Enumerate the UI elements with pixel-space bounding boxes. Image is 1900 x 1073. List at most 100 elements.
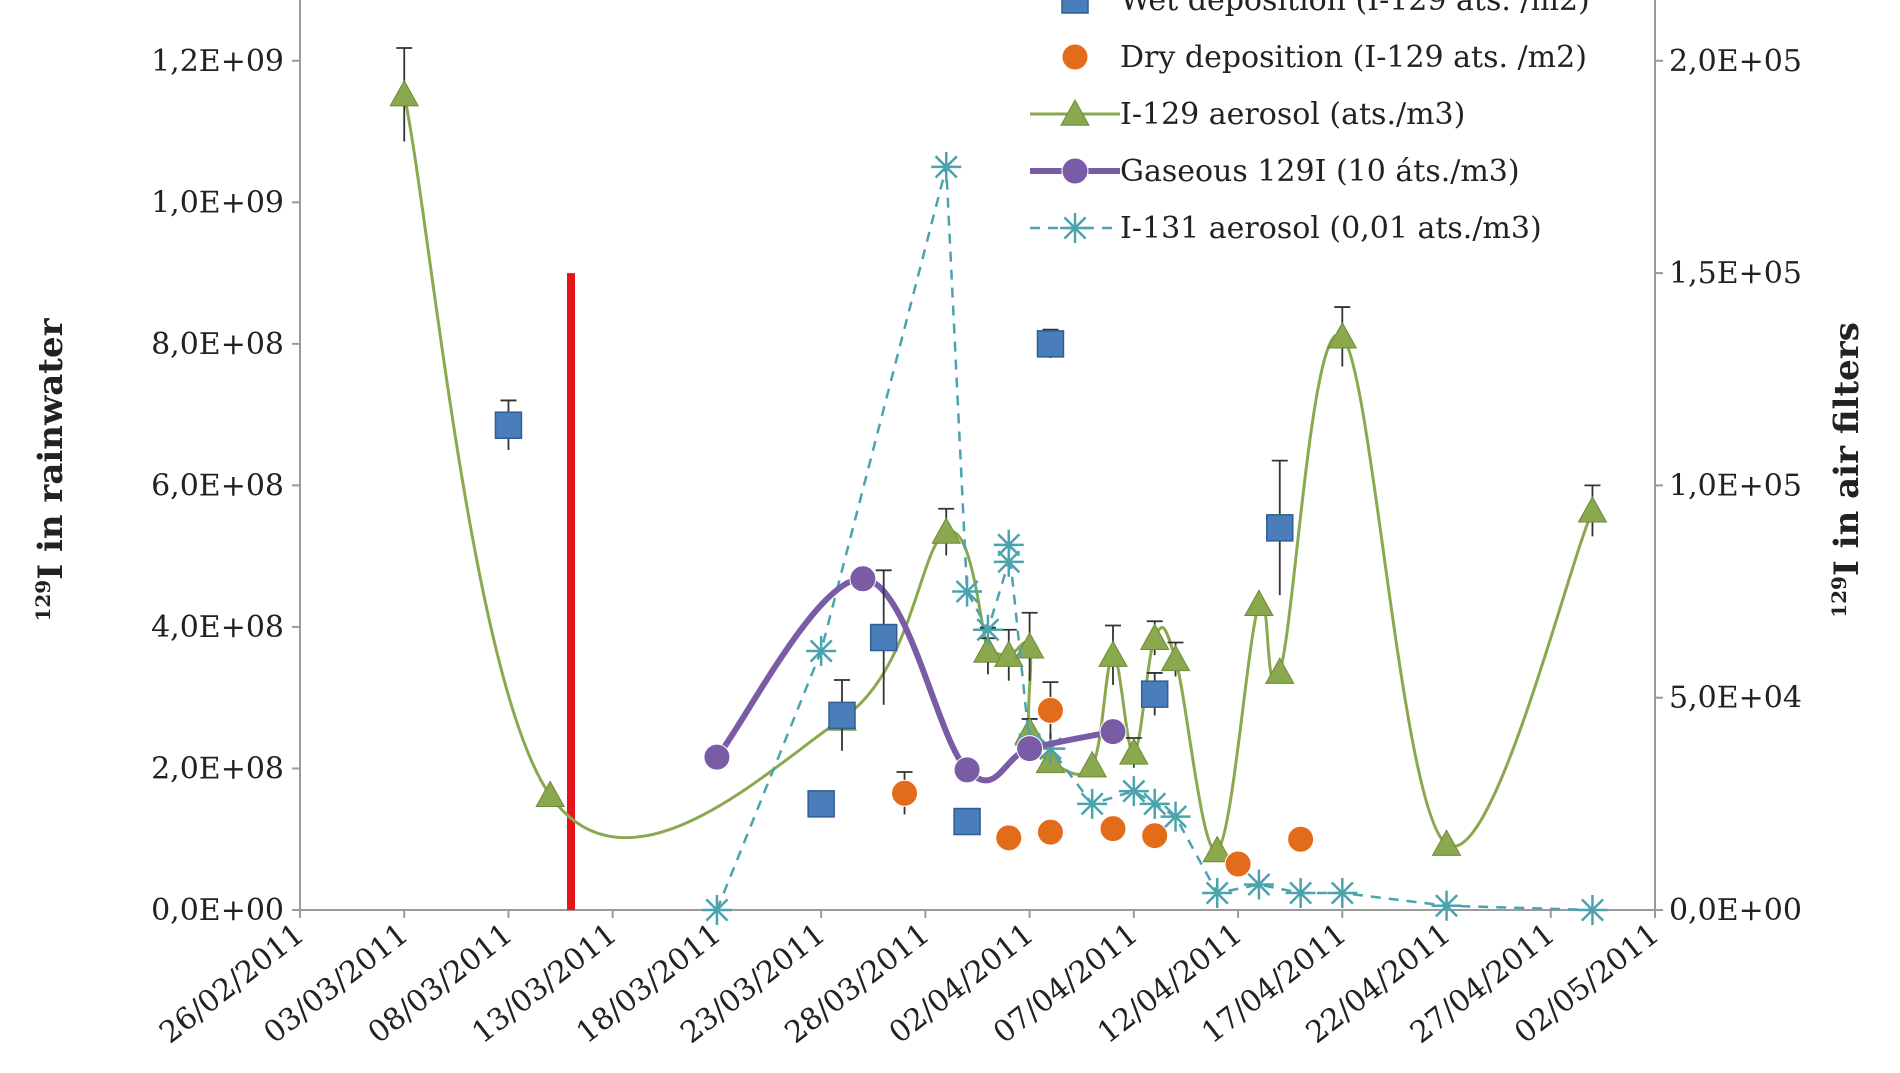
star-stroke [1247,873,1271,897]
legend-marker [1061,0,1089,14]
data-point [701,895,732,925]
data-point [1036,818,1064,846]
left-tick-label: 1,0E+09 [151,185,284,220]
data-point [953,756,981,784]
data-point [828,701,856,730]
axis-title-text: I in air filters [1827,322,1867,576]
data-point [1036,330,1065,358]
data-point [703,743,731,771]
legend-item: I-131 aerosol (0,01 ats./m3) [1030,211,1542,246]
data-point [1141,822,1169,850]
data-point [1202,878,1233,909]
data-point [995,824,1023,852]
data-point [891,779,919,807]
data-point [1202,835,1233,863]
right-tick-label: 1,5E+05 [1669,256,1802,291]
data-point [993,529,1024,560]
data-point [931,517,962,544]
legend-marker [1060,98,1090,126]
star-stroke [1122,779,1146,803]
star-stroke [809,639,833,663]
star-stroke [1435,894,1459,918]
legend-item: Dry deposition (I-129 ats. /m2) [1061,40,1587,75]
data-point [494,411,523,439]
data-point [1224,850,1252,878]
data-point [1099,718,1127,746]
data-point [1327,878,1358,909]
data-point [952,576,983,607]
star-stroke [976,618,1000,642]
data-point [1014,631,1045,659]
data-point [389,79,420,107]
star-stroke [934,155,958,179]
data-point [1016,735,1044,763]
star-stroke [997,533,1021,557]
legend-label: Dry deposition (I-129 ats. /m2) [1120,40,1587,75]
left-tick-label: 6,0E+08 [151,468,284,503]
star-stroke [1580,898,1604,922]
data-point [993,640,1024,667]
data-point [1139,788,1170,819]
data-point [1577,495,1608,523]
legend-item: I-129 aerosol (ats./m3) [1030,97,1465,132]
data-point [1287,825,1315,853]
left-axis-title: 129I in rainwater [31,317,71,621]
data-point [1077,788,1108,819]
legend-label: I-129 aerosol (ats./m3) [1120,97,1465,132]
series-3 [703,565,1127,784]
star-stroke [1080,792,1104,816]
star-stroke [955,580,979,604]
right-tick-label: 2,0E+05 [1669,44,1802,79]
legend-marker [1061,43,1089,71]
left-tick-label: 0,0E+00 [151,893,284,928]
right-tick-label: 0,0E+00 [1669,893,1802,928]
data-point [972,614,1003,645]
star-stroke [997,550,1021,574]
data-point [1431,890,1462,921]
data-point [1098,640,1128,667]
star-stroke [1143,792,1167,816]
legend-item: Wet deposition (I-129 ats. /m2) [1061,0,1590,18]
data-point [931,151,962,182]
star-stroke [1164,805,1188,829]
data-point [1118,776,1149,807]
data-point [1431,829,1462,856]
series-4 [701,151,1608,925]
legend-label: I-131 aerosol (0,01 ats./m3) [1120,211,1542,246]
data-point [1099,815,1127,843]
data-point [1266,514,1294,542]
star-stroke [705,898,729,922]
star-stroke [1330,881,1354,905]
legend-marker [1060,213,1090,243]
legend-marker [1061,157,1089,185]
data-point [1118,737,1149,765]
left-tick-label: 2,0E+08 [151,751,284,786]
right-axis-title: 129I in air filters [1827,322,1867,618]
series-line [402,94,1594,853]
data-point [1160,801,1191,832]
data-point [1077,750,1108,778]
data-point [869,623,898,652]
right-tick-label: 5,0E+04 [1669,681,1802,716]
data-point [1327,321,1358,349]
data-point [1139,623,1170,650]
legend-label: Wet deposition (I-129 ats. /m2) [1120,0,1590,18]
left-tick-label: 4,0E+08 [151,610,284,645]
legend-label: Gaseous 129I (10 áts./m3) [1120,154,1520,189]
axis-title-superscript: 129 [31,580,55,622]
legend-item: Gaseous 129I (10 áts./m3) [1030,154,1520,189]
axis-title-text: I in rainwater [31,317,71,579]
data-point [1160,644,1191,672]
data-point [973,635,1003,663]
star-stroke [1063,216,1087,240]
left-tick-label: 8,0E+08 [151,327,284,362]
series-1 [891,681,1315,878]
data-point [806,635,837,666]
right-tick-label: 1,0E+05 [1669,468,1802,503]
data-point [807,790,835,818]
star-stroke [1205,881,1229,905]
data-point [1036,696,1064,724]
data-point [953,807,981,836]
